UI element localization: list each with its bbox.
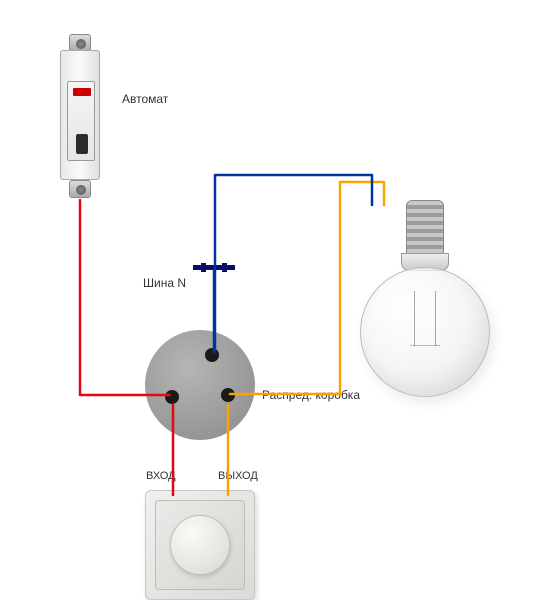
breaker-terminal-bottom xyxy=(69,180,91,198)
breaker-body xyxy=(60,50,100,180)
junction-terminal-load xyxy=(221,388,235,402)
nbus-label: Шина N xyxy=(143,276,186,290)
bulb-glass-icon xyxy=(360,267,490,397)
junction-box xyxy=(145,330,255,440)
junction-terminal-neutral xyxy=(205,348,219,362)
dimmer-switch xyxy=(145,490,255,600)
input-label: ВХОД xyxy=(146,470,176,482)
neutral-bus-bar xyxy=(193,265,235,270)
output-label: ВЫХОД xyxy=(218,470,258,482)
wire-neutral-to-bulb xyxy=(215,175,372,350)
bulb-base-icon xyxy=(406,200,444,255)
junction-terminal-phase xyxy=(165,390,179,404)
dimmer-knob xyxy=(170,515,230,575)
light-bulb xyxy=(360,200,490,397)
circuit-breaker xyxy=(50,30,110,200)
breaker-label: Автомат xyxy=(122,92,168,106)
junction-label: Распред. коробка xyxy=(262,388,360,402)
